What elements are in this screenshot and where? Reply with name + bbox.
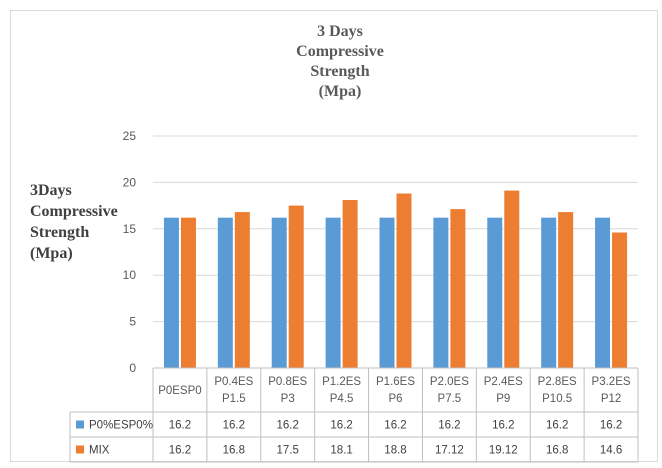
bar-series2 xyxy=(396,193,412,368)
data-table-value: 16.2 xyxy=(546,420,568,432)
x-category-label: P1.5 xyxy=(222,393,246,405)
x-category-label: P7.5 xyxy=(438,393,462,405)
bar-series1 xyxy=(271,217,287,368)
chart-title-line: 3 Days xyxy=(317,23,363,40)
y-tick-label: 5 xyxy=(129,315,136,329)
data-table-value: 16.2 xyxy=(277,420,299,432)
y-tick-label: 15 xyxy=(123,222,137,236)
chart-title: 3 Days Compressive Strength (Mpa) xyxy=(220,22,460,102)
bar-series2 xyxy=(450,209,466,368)
data-table-value: 19.12 xyxy=(489,445,518,457)
legend-key-icon xyxy=(76,420,84,429)
bar-series1 xyxy=(595,217,611,368)
bar-series1 xyxy=(379,217,395,368)
x-category-label: P3 xyxy=(281,393,295,405)
x-category-label: P0.8ES xyxy=(268,376,307,388)
data-table-value: 17.5 xyxy=(277,445,299,457)
x-category-label: P10.5 xyxy=(542,393,572,405)
data-table-value: 18.1 xyxy=(330,445,352,457)
bar-series2 xyxy=(180,217,196,368)
x-category-label: P1.2ES xyxy=(322,376,361,388)
legend-series-name: MIX xyxy=(89,445,110,457)
chart-title-line: (Mpa) xyxy=(318,83,362,100)
y-tick-label: 25 xyxy=(123,129,137,143)
x-category-label: P0.4ES xyxy=(214,376,253,388)
data-table-value: 16.2 xyxy=(384,420,406,432)
data-table-value: 16.2 xyxy=(600,420,622,432)
x-category-label: P2.4ES xyxy=(484,376,523,388)
bar-series1 xyxy=(541,217,557,368)
chart-title-line: Strength xyxy=(310,63,370,80)
x-category-label: P2.8ES xyxy=(538,376,577,388)
bar-series1 xyxy=(325,217,341,368)
x-category-label: P1.6ES xyxy=(376,376,415,388)
bar-series2 xyxy=(558,212,574,368)
y-tick-label: 10 xyxy=(123,268,137,282)
x-category-label: P0ESP0 xyxy=(158,385,201,397)
bar-series2 xyxy=(612,232,628,368)
data-table-value: 16.8 xyxy=(546,445,568,457)
data-table-value: 16.2 xyxy=(223,420,245,432)
y-axis-label-line: Compressive xyxy=(30,203,118,220)
bar-series2 xyxy=(504,190,520,368)
x-category-label: P12 xyxy=(601,393,621,405)
x-category-label: P6 xyxy=(388,393,402,405)
x-category-label: P2.0ES xyxy=(430,376,469,388)
bar-series1 xyxy=(217,217,233,368)
bar-series2 xyxy=(342,200,358,368)
y-axis-label-line: Strength xyxy=(30,224,90,241)
x-category-label: P9 xyxy=(496,393,510,405)
x-category-label: P4.5 xyxy=(330,393,354,405)
bar-series2 xyxy=(234,212,250,368)
y-tick-label: 0 xyxy=(129,361,136,375)
bar-series1 xyxy=(433,217,449,368)
data-table-value: 18.8 xyxy=(384,445,406,457)
y-axis-label: 3Days Compressive Strength (Mpa) xyxy=(30,180,130,264)
chart-title-line: Compressive xyxy=(296,43,384,60)
legend-series-name: P0%ESP0% xyxy=(89,420,153,432)
legend-key-icon xyxy=(76,445,84,454)
y-axis-label-line: (Mpa) xyxy=(30,245,73,262)
data-table-value: 17.12 xyxy=(435,445,464,457)
data-table-value: 16.8 xyxy=(223,445,245,457)
data-table-value: 14.6 xyxy=(600,445,622,457)
data-table-value: 16.2 xyxy=(330,420,352,432)
bar-series2 xyxy=(288,205,304,368)
x-category-label: P3.2ES xyxy=(592,376,631,388)
data-table-value: 16.2 xyxy=(169,420,191,432)
data-table-value: 16.2 xyxy=(438,420,460,432)
data-table-value: 16.2 xyxy=(492,420,514,432)
data-table-value: 16.2 xyxy=(169,445,191,457)
bar-series1 xyxy=(487,217,503,368)
y-tick-label: 20 xyxy=(123,175,137,189)
bar-series1 xyxy=(163,217,179,368)
y-axis-label-line: 3Days xyxy=(30,182,72,199)
